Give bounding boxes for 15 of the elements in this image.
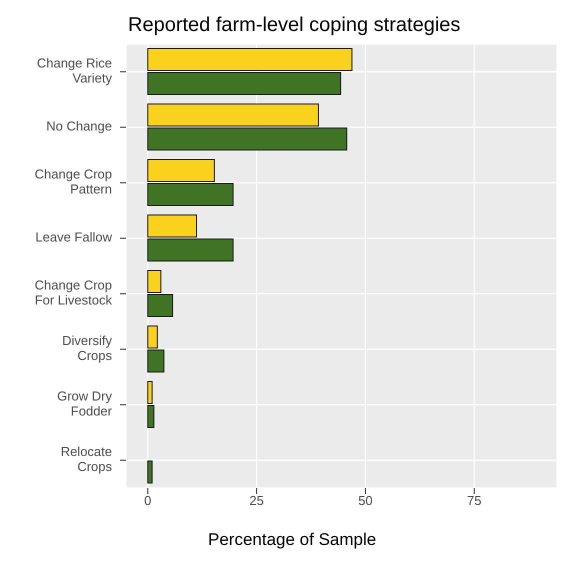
chart-title: Reported farm-level coping strategies bbox=[128, 14, 460, 37]
y-tick-label: Leave Fallow bbox=[35, 230, 113, 245]
x-axis-title: Percentage of Sample bbox=[208, 530, 376, 550]
y-tick-label: Relocate Crops bbox=[60, 444, 112, 474]
y-tick-label: Change Crop For Livestock bbox=[34, 278, 112, 308]
bar bbox=[147, 460, 153, 484]
y-tick-label: No Change bbox=[46, 118, 112, 134]
x-tick-label: 75 bbox=[467, 493, 482, 508]
y-tick-label: Change Crop Pattern bbox=[34, 166, 112, 197]
x-tick-label: 25 bbox=[249, 493, 264, 508]
y-tick-label: Change Rice Variety bbox=[36, 56, 112, 86]
y-tick-label: Grow Dry Fodder bbox=[57, 388, 113, 419]
x-tick-label: 50 bbox=[358, 493, 373, 508]
x-tick-label: 0 bbox=[144, 493, 152, 508]
y-tick-label: Diversify Crops bbox=[62, 333, 112, 364]
